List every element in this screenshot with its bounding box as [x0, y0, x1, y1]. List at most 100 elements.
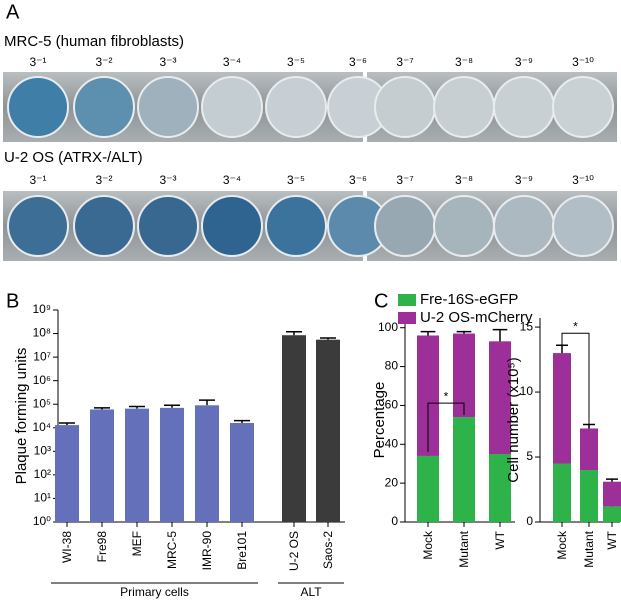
dilution-label: 3⁻³	[159, 173, 176, 187]
dilution-label: 3⁻⁷	[396, 173, 413, 187]
bar-segment	[489, 341, 511, 454]
y-tick-label: 10³	[34, 444, 51, 458]
well	[433, 76, 495, 138]
y-tick-label: 10⁶	[33, 373, 51, 387]
well	[7, 76, 69, 138]
y-tick-label: 10⁷	[33, 349, 51, 363]
dilution-label: 3⁻²	[95, 173, 112, 187]
error-bar	[420, 330, 436, 336]
error-bar	[129, 405, 145, 409]
dilution-label: 3⁻⁷	[396, 55, 413, 69]
x-tick-label: Bre101	[235, 531, 249, 570]
annotation: *	[444, 389, 449, 403]
dilution-label: 3⁻¹	[29, 55, 46, 69]
well	[137, 76, 199, 138]
bar	[282, 335, 306, 522]
panel-label: B	[6, 290, 19, 312]
x-tick-label: Mock	[555, 530, 569, 560]
bar-segment	[603, 481, 621, 507]
dilution-label: 3⁻⁴	[223, 55, 241, 69]
well	[137, 195, 199, 257]
y-tick-label: 20	[385, 475, 399, 489]
y-tick-label: 5	[526, 449, 533, 463]
well	[201, 195, 263, 257]
well	[265, 195, 327, 257]
dilution-label: 3⁻⁴	[223, 173, 241, 187]
bar	[90, 409, 114, 522]
dilution-label: 3⁻²	[95, 55, 112, 69]
y-tick-label: 10¹	[34, 491, 51, 505]
error-bar	[320, 337, 336, 340]
error-bar	[556, 344, 568, 354]
plate-title: U-2 OS (ATRX-/ALT)	[4, 149, 143, 166]
dilution-label: 3⁻⁹	[515, 173, 533, 187]
error-bar	[286, 330, 302, 336]
well	[493, 195, 555, 257]
group-label: ALT	[300, 585, 322, 599]
well	[552, 195, 614, 257]
error-bar	[492, 328, 508, 342]
legend-label: U-2 OS-mCherry	[420, 309, 533, 326]
y-tick-label: 10⁸	[33, 326, 51, 340]
bar	[160, 407, 184, 522]
annotation: *	[573, 319, 578, 333]
dilution-label: 3⁻¹⁰	[572, 173, 594, 187]
bar-segment	[453, 417, 475, 522]
bar	[125, 408, 149, 522]
x-tick-label: Mutant	[582, 530, 596, 567]
dilution-label: 3⁻⁸	[455, 55, 473, 69]
well	[73, 195, 135, 257]
dilution-label: 3⁻⁶	[349, 55, 367, 69]
y-tick-label: 10²	[34, 467, 51, 481]
well	[7, 195, 69, 257]
well	[493, 76, 555, 138]
y-tick-label: 0	[526, 514, 533, 528]
dilution-label: 3⁻¹	[29, 173, 46, 187]
dilution-label: 3⁻⁵	[287, 55, 305, 69]
x-tick-label: WT	[605, 530, 619, 549]
error-bar	[199, 399, 215, 406]
bar	[195, 405, 219, 522]
dilution-label: 3⁻¹⁰	[572, 55, 594, 69]
x-tick-label: MEF	[130, 531, 144, 556]
y-tick-label: 10	[520, 384, 534, 398]
y-tick-label: 80	[385, 359, 399, 373]
legend-swatch	[398, 312, 416, 324]
y-tick-label: 15	[520, 319, 534, 333]
plate-title: MRC-5 (human fibroblasts)	[4, 33, 184, 50]
significance-bracket	[561, 332, 590, 425]
bar-segment	[417, 455, 439, 522]
x-tick-label: IMR-90	[200, 531, 214, 571]
dilution-label: 3⁻⁸	[455, 173, 473, 187]
dilution-label: 3⁻⁶	[349, 173, 367, 187]
x-tick-label: MRC-5	[165, 531, 179, 569]
y-axis-label: Plaque forming units	[13, 348, 30, 485]
y-tick-label: 10⁴	[32, 420, 51, 434]
y-tick-label: 100	[378, 320, 398, 334]
y-axis-label: Cell number (x10⁵)	[505, 357, 522, 482]
x-tick-label: WI-38	[60, 531, 74, 563]
x-tick-label: Saos-2	[321, 531, 335, 569]
bar	[230, 422, 254, 522]
well	[374, 195, 436, 257]
group-label: Primary cells	[120, 585, 189, 599]
bar-segment	[453, 333, 475, 418]
bar-segment	[603, 506, 621, 522]
bar	[316, 339, 340, 522]
well	[433, 195, 495, 257]
well	[201, 76, 263, 138]
y-tick-label: 10⁰	[33, 514, 51, 528]
y-tick-label: 60	[385, 398, 399, 412]
bar-segment	[553, 463, 571, 522]
x-tick-label: Mock	[421, 530, 435, 560]
x-tick-label: WT	[493, 530, 507, 549]
y-tick-label: 10⁵	[33, 396, 51, 410]
dilution-label: 3⁻⁹	[515, 55, 533, 69]
panel-label: A	[6, 1, 20, 23]
dilution-label: 3⁻³	[159, 55, 176, 69]
panel-label: C	[374, 290, 388, 312]
error-bar	[164, 404, 180, 408]
bar-segment	[580, 428, 598, 471]
error-bar	[59, 422, 75, 426]
dilution-label: 3⁻⁵	[287, 173, 305, 187]
